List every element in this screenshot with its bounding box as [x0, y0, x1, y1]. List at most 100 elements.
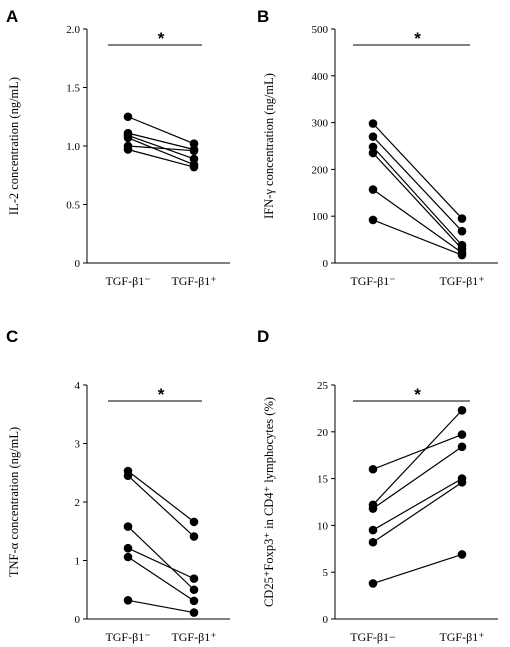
x-category-label: TGF-β1⁺: [439, 630, 484, 644]
paired-line: [127, 132, 195, 151]
significance-star: *: [414, 385, 421, 404]
data-point-before: [368, 537, 378, 547]
panel-letter: D: [257, 327, 269, 346]
paired-line: [372, 481, 463, 543]
data-point-before: [368, 132, 378, 141]
data-point-before: [123, 471, 133, 480]
y-tick-label: 1.0: [66, 141, 80, 153]
y-tick-label: 0: [323, 614, 329, 626]
data-point-after: [457, 478, 467, 487]
paired-line: [127, 547, 195, 580]
y-tick-label: 10: [317, 520, 329, 532]
y-tick-label: 2: [75, 497, 81, 509]
y-tick-label: 5: [323, 567, 329, 579]
significance-star: *: [414, 29, 421, 48]
y-tick-label: 15: [317, 474, 329, 486]
significance-star: *: [158, 385, 165, 404]
data-point-before: [368, 148, 378, 158]
data-point-before: [368, 504, 378, 513]
y-tick-label: 1: [75, 556, 81, 568]
x-category-label: TGF-β1−: [350, 630, 396, 644]
y-tick-label: 200: [312, 164, 329, 176]
paired-line: [127, 475, 195, 537]
x-category-label: TGF-β1⁻: [105, 274, 150, 288]
data-point-after: [457, 214, 467, 223]
paired-line: [127, 145, 195, 152]
data-point-before: [123, 522, 133, 531]
data-point-before: [123, 595, 133, 605]
data-point-before: [368, 215, 378, 225]
y-tick-label: 0: [323, 258, 329, 270]
paired-line: [127, 148, 195, 168]
panel-letter: B: [257, 7, 269, 26]
paired-line: [127, 137, 195, 166]
y-axis-title: CD25⁺Foxp3⁺ in CD4⁺ lymphocytes (%): [262, 397, 276, 607]
data-point-before: [368, 119, 378, 128]
y-tick-label: 100: [312, 211, 329, 223]
y-tick-label: 300: [312, 118, 329, 130]
panel-d: D 0 5 10 15 20 25 TGF-β1− TGF-β1⁺ CD25⁺Foxp3⁺ in …: [257, 327, 498, 644]
y-axis-title: IL-2 concentration (ng/mL): [7, 77, 21, 215]
y-axis-title: IFN-γ concentration (ng/mL): [262, 73, 276, 219]
paired-line: [127, 526, 195, 591]
y-tick-label: 0: [75, 614, 81, 626]
y-tick-label: 400: [312, 71, 329, 83]
paired-line: [127, 134, 195, 160]
y-tick-label: 0: [75, 258, 81, 270]
x-category-label: TGF-β1⁺: [439, 274, 484, 288]
paired-line: [372, 553, 463, 585]
paired-line: [372, 446, 463, 510]
paired-line: [372, 189, 463, 254]
data-point-after: [189, 608, 199, 617]
data-point-before: [368, 464, 378, 474]
y-tick-label: 0.5: [66, 200, 80, 212]
paired-line: [372, 136, 463, 232]
data-point-after: [457, 250, 467, 260]
panel-b: B 0 100 200 300 400 500 TGF-β1⁻ TGF-β1⁺ IFN-γ con…: [257, 7, 498, 288]
data-point-after: [457, 226, 467, 236]
data-point-after: [189, 585, 199, 595]
paired-line: [127, 470, 195, 523]
paired-line: [372, 434, 463, 470]
data-point-after: [457, 442, 467, 452]
paired-line: [127, 599, 195, 614]
paired-line: [372, 409, 463, 506]
paired-line: [127, 116, 195, 145]
panel-c: C 0 1 2 3 4 TGF-β1⁻ TGF-β1⁺ TNF-α concentration …: [6, 327, 230, 644]
paired-line: [372, 478, 463, 531]
data-point-before: [368, 525, 378, 535]
panel-letter: C: [6, 327, 18, 346]
y-tick-label: 1.5: [66, 83, 80, 95]
data-point-before: [368, 142, 378, 152]
y-tick-label: 4: [75, 380, 81, 392]
data-point-after: [189, 162, 199, 172]
y-tick-label: 2.0: [66, 24, 80, 36]
data-point-after: [189, 532, 199, 541]
paired-line: [372, 146, 463, 246]
panel-a: A 0 0.5 1.0 1.5 2.0 TGF-β1⁻ TGF-β1⁺ IL-2 concent…: [6, 7, 230, 288]
panel-letter: A: [6, 7, 18, 26]
data-point-after: [457, 550, 467, 559]
y-axis-title: TNF-α concentration (ng/mL): [7, 427, 21, 577]
paired-line: [372, 123, 463, 219]
data-point-before: [123, 112, 133, 122]
data-point-after: [457, 405, 467, 415]
data-point-after: [189, 517, 199, 527]
data-point-after: [457, 430, 467, 439]
x-category-label: TGF-β1⁻: [105, 630, 150, 644]
data-point-after: [189, 146, 199, 155]
data-point-before: [368, 185, 378, 194]
x-category-label: TGF-β1⁺: [171, 274, 216, 288]
data-point-before: [123, 543, 133, 553]
data-point-before: [123, 133, 133, 143]
data-point-before: [123, 552, 133, 562]
y-tick-label: 3: [75, 439, 81, 451]
x-category-label: TGF-β1⁺: [171, 630, 216, 644]
data-point-before: [123, 145, 133, 154]
y-tick-label: 500: [312, 24, 329, 36]
y-tick-label: 25: [317, 380, 329, 392]
data-point-after: [189, 574, 199, 583]
paired-line: [372, 152, 463, 250]
data-point-after: [189, 596, 199, 606]
